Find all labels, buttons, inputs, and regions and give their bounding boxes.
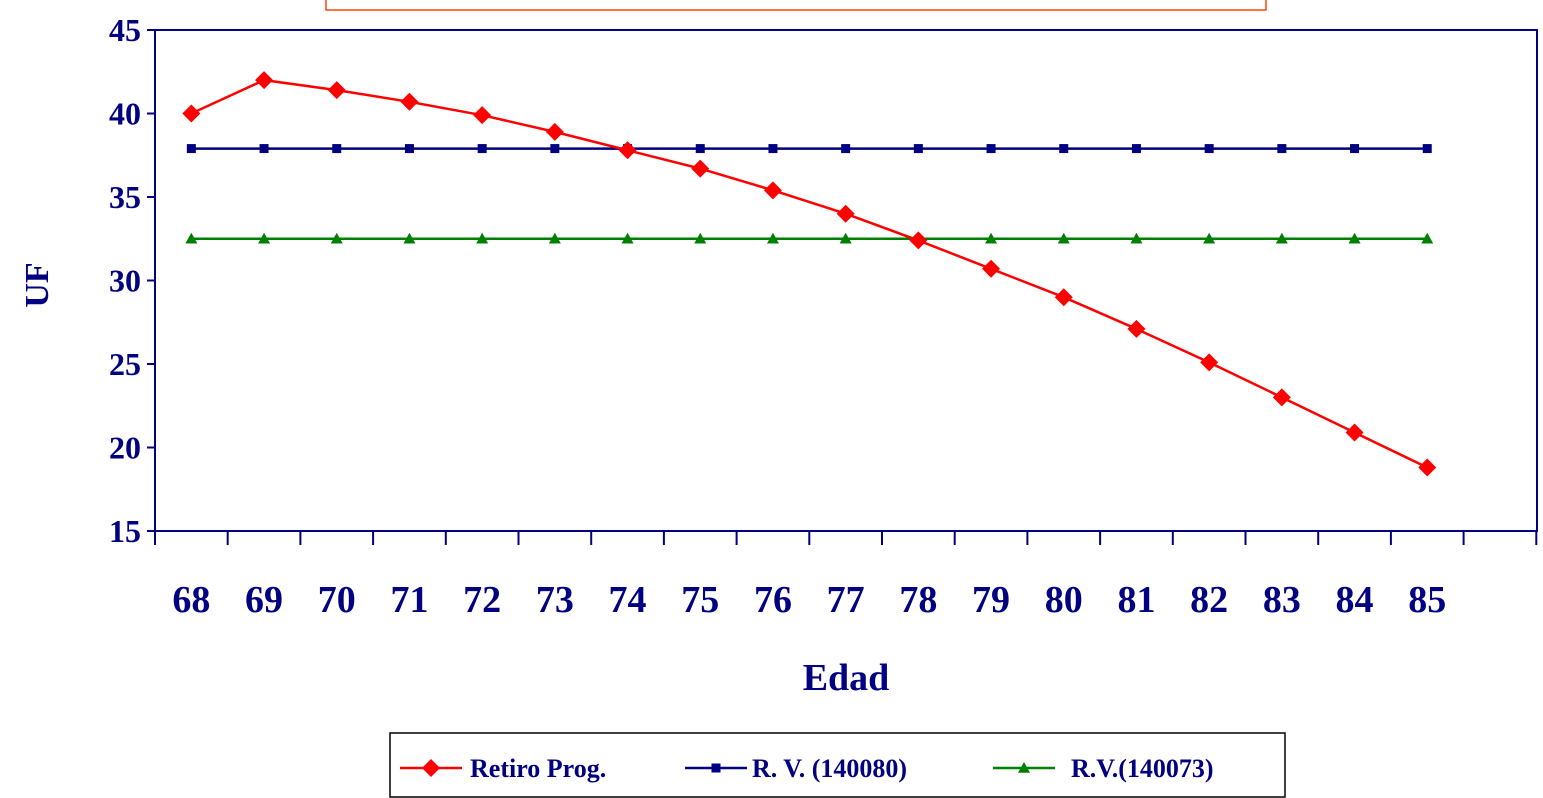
y-axis-label: UF — [19, 262, 56, 307]
x-tick-label: 80 — [1045, 579, 1083, 621]
data-point — [473, 106, 492, 125]
title-box — [325, 0, 1267, 11]
data-point — [327, 81, 346, 100]
data-point — [332, 144, 342, 154]
y-tick-label: 20 — [109, 430, 141, 466]
x-tick-label: 84 — [1336, 579, 1374, 621]
data-point — [1127, 319, 1146, 338]
legend-marker — [422, 759, 440, 777]
data-point — [986, 144, 996, 154]
data-point — [768, 144, 778, 154]
data-point — [763, 181, 782, 200]
data-point — [913, 144, 923, 154]
data-point — [545, 122, 564, 141]
data-point — [1272, 388, 1291, 407]
series-triangle — [185, 232, 1434, 244]
data-point — [1348, 232, 1361, 244]
data-point — [403, 232, 416, 244]
data-point — [1422, 144, 1432, 154]
data-point — [1421, 232, 1434, 244]
data-point — [1418, 458, 1437, 477]
data-point — [1275, 232, 1288, 244]
legend-label: R. V. (140080) — [752, 754, 907, 783]
data-point — [836, 204, 855, 223]
data-point — [691, 159, 710, 178]
legend-entry: R. V. (140080) — [685, 754, 907, 783]
data-point — [258, 232, 271, 244]
x-tick-label: 71 — [390, 579, 428, 621]
y-tick-label: 35 — [109, 179, 141, 215]
legend-entry: R.V.(140073) — [993, 754, 1214, 783]
data-point — [1054, 288, 1073, 307]
legend-marker — [711, 763, 721, 773]
data-point — [1350, 144, 1360, 154]
x-tick-label: 77 — [827, 579, 865, 621]
data-point — [694, 232, 707, 244]
data-point — [839, 232, 852, 244]
data-point — [1204, 144, 1214, 154]
x-tick-label: 68 — [172, 579, 210, 621]
data-point — [476, 232, 489, 244]
series-line — [190, 78, 1428, 469]
series-diamond — [182, 71, 1437, 477]
data-point — [259, 144, 269, 154]
data-point — [621, 232, 634, 244]
legend-entry: Retiro Prog. — [400, 754, 606, 783]
data-point — [404, 144, 414, 154]
x-axis-label: Edad — [803, 657, 890, 699]
legend-box — [389, 732, 1286, 798]
y-tick-label: 25 — [109, 346, 141, 382]
y-tick-label: 45 — [109, 12, 141, 48]
data-point — [1059, 144, 1069, 154]
data-point — [1203, 232, 1216, 244]
data-point — [548, 232, 561, 244]
x-tick-label: 74 — [609, 579, 647, 621]
x-tick-label: 81 — [1117, 579, 1155, 621]
x-tick-label: 85 — [1408, 579, 1446, 621]
data-point — [841, 144, 851, 154]
data-point — [1131, 144, 1141, 154]
x-tick-label: 69 — [245, 579, 283, 621]
legend-label: Retiro Prog. — [470, 754, 606, 783]
data-point — [186, 144, 196, 154]
data-point — [1277, 144, 1287, 154]
data-point — [477, 144, 487, 154]
legend-marker — [1018, 762, 1030, 773]
data-point — [909, 231, 928, 250]
data-point — [400, 92, 419, 111]
x-tick-label: 73 — [536, 579, 574, 621]
data-point — [1130, 232, 1143, 244]
data-point — [985, 232, 998, 244]
series-square — [186, 144, 1432, 154]
x-tick-label: 76 — [754, 579, 792, 621]
data-point — [618, 141, 637, 160]
x-tick-label: 78 — [899, 579, 937, 621]
x-tick-label: 75 — [681, 579, 719, 621]
data-point — [185, 232, 198, 244]
legend-label: R.V.(140073) — [1071, 754, 1214, 783]
data-point — [330, 232, 343, 244]
x-tick-label: 79 — [972, 579, 1010, 621]
data-point — [255, 71, 274, 90]
x-tick-label: 72 — [463, 579, 501, 621]
y-tick-label: 15 — [109, 513, 141, 549]
data-point — [695, 144, 705, 154]
y-tick-label: 40 — [109, 96, 141, 132]
x-tick-label: 70 — [318, 579, 356, 621]
y-tick-label: 30 — [109, 263, 141, 299]
x-tick-label: 82 — [1190, 579, 1228, 621]
data-point — [766, 232, 779, 244]
legend: Retiro Prog. R. V. (140080) R.V.(140073) — [389, 732, 1286, 798]
data-point — [1200, 353, 1219, 372]
data-point — [1057, 232, 1070, 244]
plot-area — [154, 29, 1538, 532]
data-point — [182, 104, 201, 123]
data-point — [982, 259, 1001, 278]
data-point — [550, 144, 560, 154]
x-tick-label: 83 — [1263, 579, 1301, 621]
data-point — [1345, 423, 1364, 442]
